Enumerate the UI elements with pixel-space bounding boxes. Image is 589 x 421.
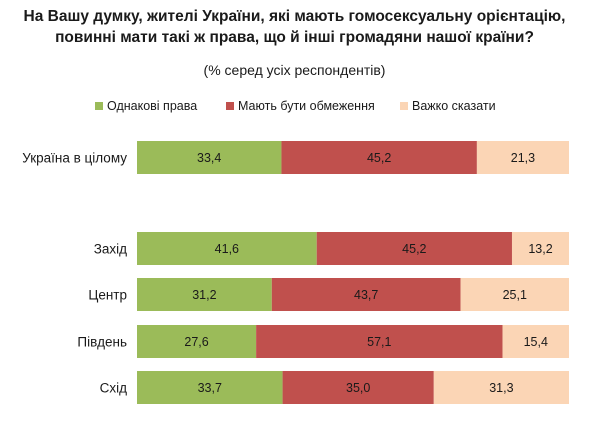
chart-title-line-1: На Вашу думку, жителі України, які мають… (23, 8, 566, 25)
legend-swatch-hard-to-say (400, 102, 408, 110)
value-label-equal-rights-ukraine-total: 33,4 (197, 151, 221, 165)
chart-legend: Однакові права Мають бути обмеження Важк… (0, 99, 589, 115)
category-label-east: Схід (100, 381, 127, 396)
bar-hard-to-say-center (460, 278, 569, 311)
bar-restrictions-ukraine-total (281, 141, 477, 174)
value-label-equal-rights-south: 27,6 (184, 335, 208, 349)
value-label-hard-to-say-center: 25,1 (503, 288, 527, 302)
value-label-restrictions-center: 43,7 (354, 288, 378, 302)
value-label-hard-to-say-south: 15,4 (524, 335, 548, 349)
bar-restrictions-east (282, 371, 434, 404)
category-label-ukraine-total: Україна в цілому (22, 151, 127, 166)
legend-label-restrictions: Мають бути обмеження (238, 99, 375, 113)
bar-equal-rights-center (137, 278, 272, 311)
value-label-restrictions-south: 57,1 (367, 335, 391, 349)
value-label-equal-rights-west: 41,6 (215, 242, 239, 256)
value-label-hard-to-say-east: 31,3 (489, 381, 513, 395)
bar-restrictions-center (271, 278, 461, 311)
legend-swatch-equal-rights (95, 102, 103, 110)
chart-title-line-2: повинні мати такі ж права, що й інші гро… (55, 29, 534, 46)
value-label-equal-rights-center: 31,2 (192, 288, 216, 302)
category-label-west: Захід (94, 242, 127, 257)
legend-label-hard-to-say: Важко сказати (412, 99, 496, 113)
chart-subtitle: (% серед усіх респондентів) (203, 62, 386, 78)
category-label-south: Південь (77, 335, 127, 350)
bar-hard-to-say-ukraine-total (476, 141, 569, 174)
bar-restrictions-west (316, 232, 512, 265)
bar-hard-to-say-east (433, 371, 569, 404)
value-label-hard-to-say-ukraine-total: 21,3 (511, 151, 535, 165)
bar-hard-to-say-west (511, 232, 569, 265)
legend-item-hard-to-say: Важко сказати (400, 99, 496, 113)
bar-equal-rights-west (137, 232, 317, 265)
bar-restrictions-south (256, 325, 503, 358)
chart-title: На Вашу думку, жителі України, які мають… (0, 6, 589, 48)
bar-equal-rights-east (137, 371, 283, 404)
bar-equal-rights-ukraine-total (137, 141, 282, 174)
value-label-restrictions-ukraine-total: 45,2 (367, 151, 391, 165)
legend-swatch-restrictions (226, 102, 234, 110)
legend-item-equal-rights: Однакові права (95, 99, 197, 113)
value-label-hard-to-say-west: 13,2 (528, 242, 552, 256)
value-label-restrictions-west: 45,2 (402, 242, 426, 256)
value-label-equal-rights-east: 33,7 (198, 381, 222, 395)
value-label-restrictions-east: 35,0 (346, 381, 370, 395)
legend-label-equal-rights: Однакові права (107, 99, 198, 113)
bar-hard-to-say-south (502, 325, 569, 358)
legend-item-restrictions: Мають бути обмеження (226, 99, 375, 113)
category-label-center: Центр (88, 288, 127, 303)
bar-equal-rights-south (137, 325, 257, 358)
